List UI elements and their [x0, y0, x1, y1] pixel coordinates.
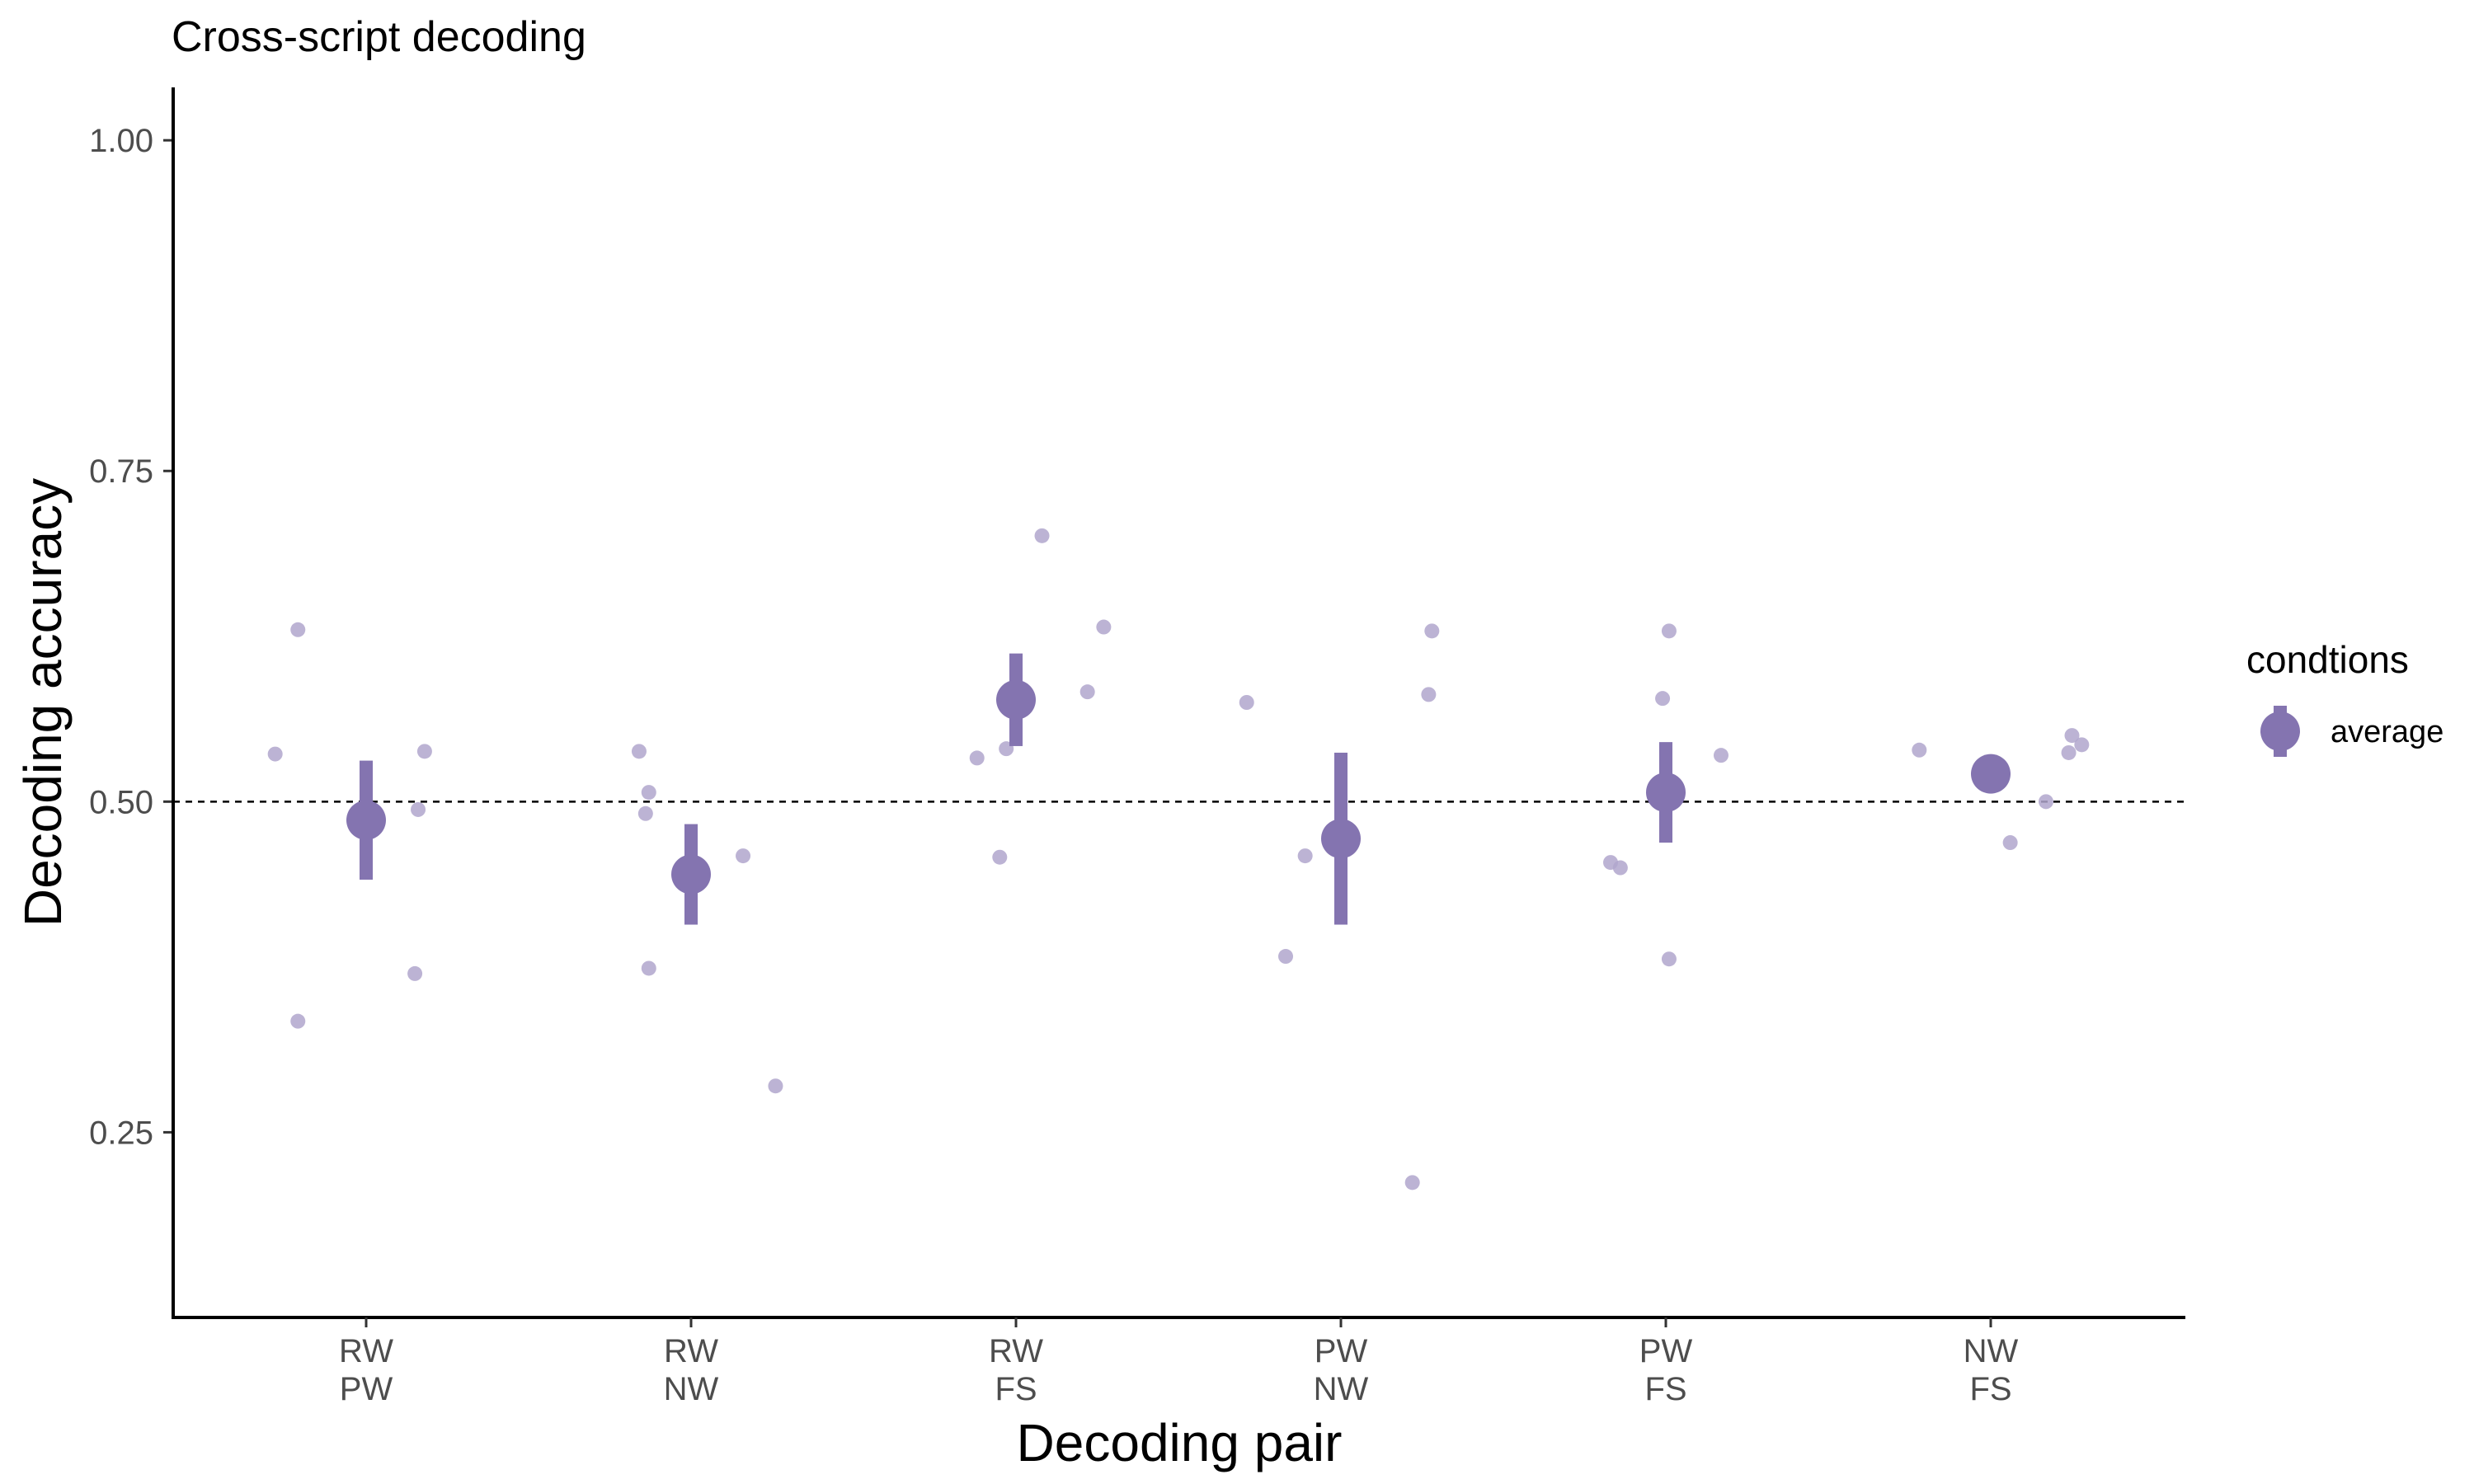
subject-point — [2002, 835, 2018, 851]
x-tick-label: NW — [664, 1371, 719, 1407]
subject-point — [637, 805, 653, 821]
subject-point — [2061, 744, 2077, 760]
chart-title: Cross-script decoding — [172, 13, 586, 61]
subject-point — [1297, 848, 1313, 864]
subject-point — [1096, 619, 1112, 635]
subject-point — [969, 750, 985, 766]
x-tick-label: FS — [1969, 1371, 2011, 1407]
subject-point — [631, 744, 647, 759]
y-tick-label: 0.50 — [89, 784, 153, 820]
subject-point — [290, 622, 306, 637]
mean-marker — [996, 679, 1036, 720]
subject-point — [641, 785, 656, 801]
legend: condtions average — [2246, 638, 2443, 757]
subject-point — [1278, 949, 1294, 965]
subject-point — [1421, 687, 1437, 702]
subject-point — [407, 965, 423, 981]
legend-key-marker — [2260, 711, 2300, 751]
subject-point — [1912, 742, 1927, 758]
y-axis-ticks: 0.25 0.50 0.75 1.00 — [89, 123, 173, 1151]
subject-point — [641, 960, 656, 976]
mean-marker — [1971, 754, 2011, 794]
x-tick-label: NW — [1314, 1371, 1369, 1407]
mean-markers-layer — [346, 653, 2011, 925]
x-tick-label: FS — [995, 1371, 1037, 1407]
x-tick-label: PW — [340, 1371, 393, 1407]
subject-point — [1424, 623, 1440, 639]
mean-marker — [1646, 773, 1686, 813]
subject-point — [1655, 691, 1671, 707]
subject-point — [2038, 794, 2053, 810]
x-tick-label: NW — [1964, 1333, 2019, 1369]
x-tick-label: RW — [989, 1333, 1043, 1369]
subject-point — [2064, 728, 2080, 744]
subject-point — [1661, 951, 1677, 967]
subject-point — [736, 848, 751, 864]
x-tick-label: RW — [664, 1333, 718, 1369]
subject-point — [1713, 748, 1729, 763]
subject-points-layer — [267, 528, 2090, 1190]
y-tick-label: 0.25 — [89, 1115, 153, 1151]
legend-label-average: average — [2331, 715, 2443, 749]
y-tick-label: 1.00 — [89, 123, 153, 159]
subject-point — [1034, 528, 1050, 543]
subject-point — [1612, 860, 1628, 876]
subject-point — [1661, 623, 1677, 639]
x-tick-label: PW — [1315, 1333, 1368, 1369]
x-axis-title: Decoding pair — [1017, 1413, 1343, 1472]
subject-point — [2074, 737, 2090, 753]
x-tick-label: FS — [1644, 1371, 1686, 1407]
x-tick-label: RW — [339, 1333, 393, 1369]
legend-title: condtions — [2246, 638, 2409, 681]
subject-point — [267, 746, 283, 762]
subject-point — [411, 801, 426, 817]
mean-marker — [346, 800, 386, 840]
subject-point — [1404, 1175, 1420, 1190]
mean-marker — [671, 854, 711, 895]
mean-marker — [1321, 819, 1361, 859]
y-axis-title: Decoding accuracy — [13, 478, 73, 927]
subject-point — [1079, 684, 1095, 700]
subject-point — [768, 1078, 783, 1094]
subject-point — [290, 1013, 306, 1029]
x-tick-label: PW — [1639, 1333, 1693, 1369]
subject-point — [1239, 695, 1254, 710]
y-tick-label: 0.75 — [89, 453, 153, 490]
subject-point — [992, 849, 1008, 865]
subject-point — [416, 744, 432, 759]
